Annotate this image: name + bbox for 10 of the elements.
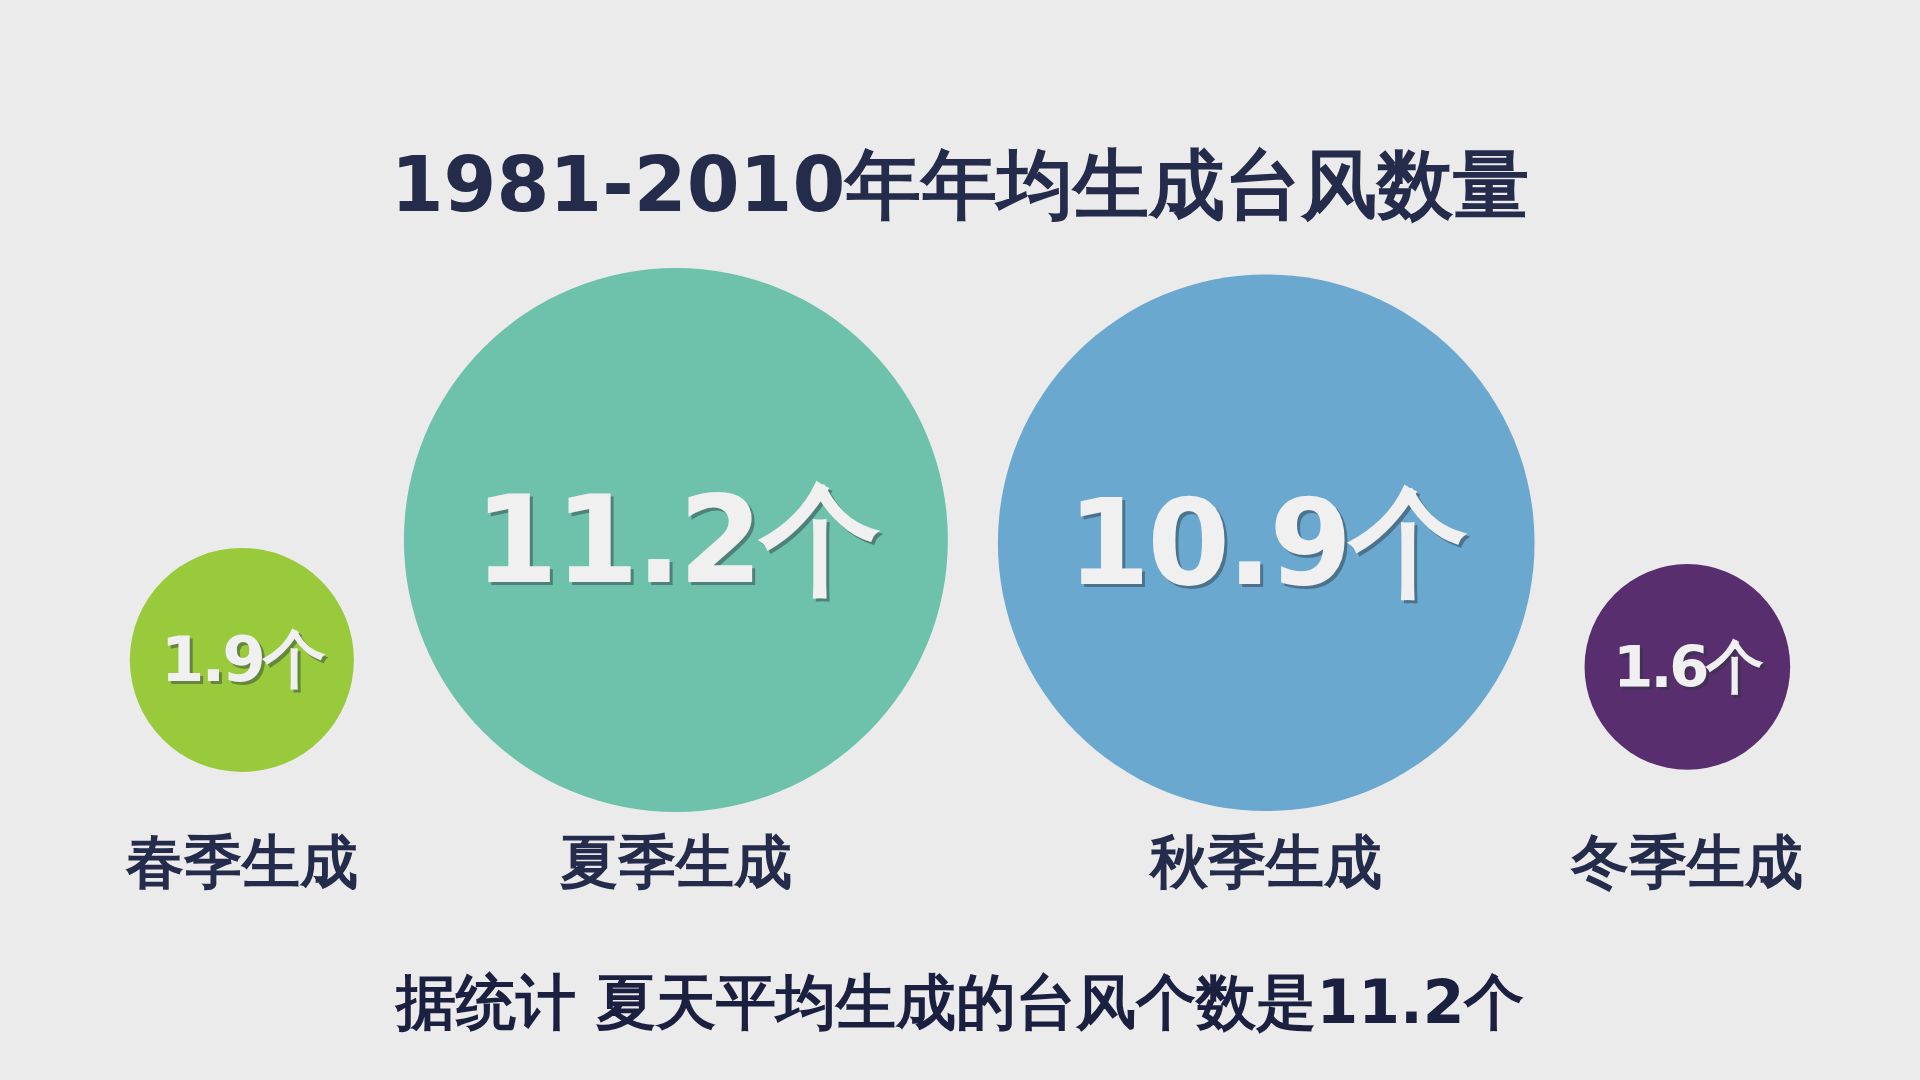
value-label: 1.6个 [1613,632,1762,701]
category-label: 夏季生成 [559,828,792,896]
title: 1981-2010年年均生成台风数量 [390,139,1530,229]
category-label: 秋季生成 [1150,828,1383,896]
category-label: 冬季生成 [1571,828,1804,896]
category-label: 春季生成 [125,828,358,896]
annotation: 据统计 夏天平均生成的台风个数是11.2个 [395,967,1525,1037]
value-label: 11.2个 [474,470,878,610]
value-label: 10.9个 [1067,473,1466,613]
value-label: 1.9个 [160,623,323,697]
